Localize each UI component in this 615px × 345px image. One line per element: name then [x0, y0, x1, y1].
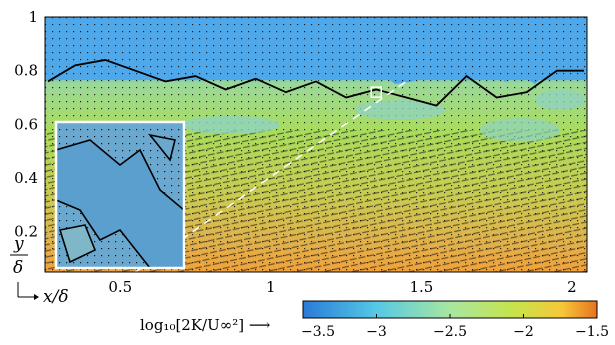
inset-panel [54, 120, 186, 270]
y-tick-label: 0.4 [14, 169, 38, 187]
x-tick-label: 2 [567, 278, 577, 296]
colorbar-tick-label: −3.5 [301, 324, 335, 340]
inset-contour-1 [56, 139, 184, 268]
colorbar-tick-label: −2 [513, 324, 534, 340]
y-tick-label: 0.2 [14, 223, 38, 241]
y-axis-label-denominator: δ [13, 258, 23, 278]
colorbar-tick-label: −2.5 [433, 324, 467, 340]
inset-contour-2 [58, 224, 97, 264]
y-tick-label: 0.8 [14, 62, 38, 80]
interface-contour [47, 59, 584, 107]
plot-frame [44, 16, 588, 273]
inset-location-marker [370, 86, 382, 98]
x-tick-labels: 0.5 1 1.5 2 [108, 278, 576, 296]
colorbar-label: log₁₀[2K/U∞²] ⟶ [140, 316, 270, 334]
y-axis-label-numerator: y [13, 234, 24, 254]
y-tick-labels: 0.2 0.4 0.6 0.8 1 [14, 8, 38, 241]
colorbar-tick-label: −3 [366, 324, 387, 340]
y-tick-label: 1 [28, 8, 38, 26]
colorbar-ticks: −3.5 −3 −2.5 −2 −1.5 [301, 314, 609, 340]
y-tick-label: 0.6 [14, 115, 38, 133]
x-axis-label: x/δ [43, 287, 69, 307]
colorbar-tick-label: −1.5 [575, 324, 609, 340]
x-tick-label: 1 [266, 278, 276, 296]
low-tke-patches [180, 90, 585, 142]
x-tick-label: 0.5 [108, 278, 132, 296]
axis-arrow [17, 282, 39, 300]
inset-border [54, 120, 186, 270]
x-tick-label: 1.5 [409, 278, 433, 296]
inset-contour-3 [148, 133, 176, 162]
